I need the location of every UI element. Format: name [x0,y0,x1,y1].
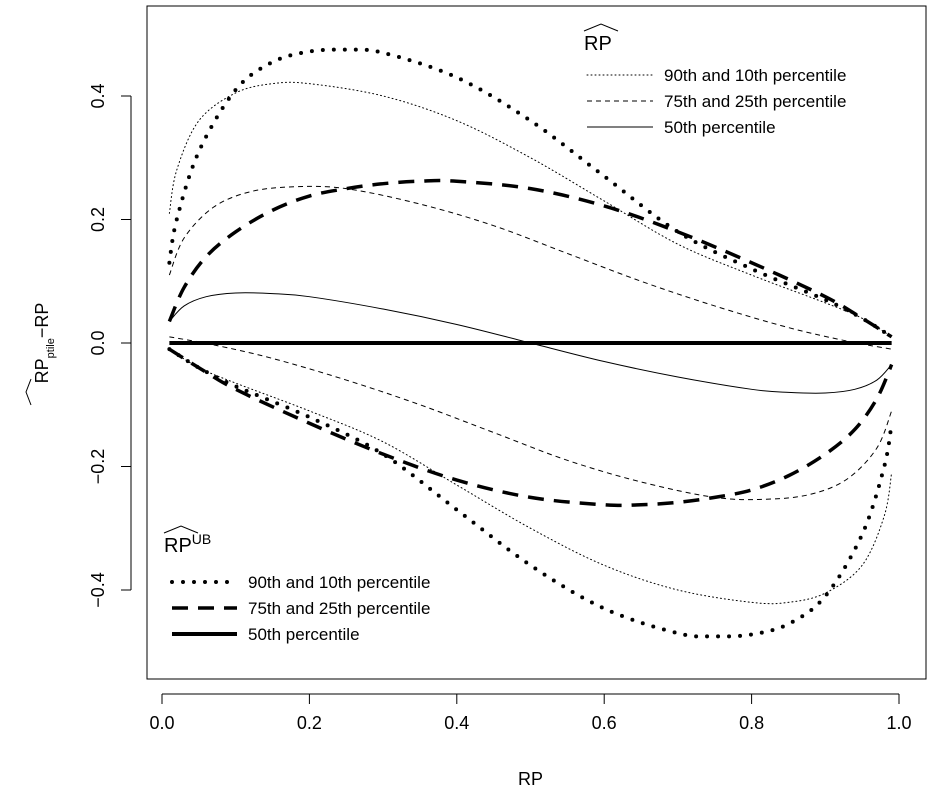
y-axis-label: RPptile−RP [25,303,57,406]
y-tick-label: 0.0 [88,330,108,355]
legend-top-right: RP 90th and 10th percentile 75th and 25th … [583,23,846,137]
legend-layer: RP 90th and 10th percentile 75th and 25th … [163,23,846,644]
y-axis-label-hat [25,378,32,406]
x-axis-label: RP [518,769,543,789]
legend-title: RPUB [164,531,211,557]
x-tick-label: 1.0 [886,713,911,733]
y-tick-label: 0.4 [88,83,108,108]
legend-entry-label: 50th percentile [664,118,776,137]
plot-frame [146,5,927,680]
legend-bottom-left: RPUB 90th and 10th percentile 75th and 25t… [163,525,430,644]
legend-title: RP [584,33,612,55]
y-tick-label: −0.4 [88,572,108,608]
series-line-thick-dotted-6 [167,347,894,639]
legend-entry-label: 50th percentile [248,625,360,644]
x-tick-label: 0.8 [739,713,764,733]
series-line-thin-dashed-3 [169,336,893,501]
legend-title-hat [583,23,619,32]
y-tick-label: 0.2 [88,207,108,232]
series-layer [167,47,894,639]
series-line-thin-dotted-0 [168,81,893,338]
axes-layer: 0.0 0.2 0.4 0.6 0.8 1.0 RP −0.4 −0.2 0.0 0.2 0.4 RPp… [25,83,912,789]
y-axis-label-text: RPptile−RP [32,303,57,384]
x-tick-label: 0.6 [592,713,617,733]
x-tick-label: 0.0 [149,713,174,733]
legend-entry-label: 75th and 25th percentile [248,599,430,618]
y-tick-label: −0.2 [88,449,108,485]
series-line-thin-dotted-1 [168,348,893,605]
series-line-thin-dashed-2 [168,185,892,350]
x-tick-label: 0.4 [444,713,469,733]
series-line-thick-dashed-8 [168,347,894,508]
legend-entry-label: 75th and 25th percentile [664,92,846,111]
x-tick-label: 0.2 [297,713,322,733]
legend-entry-label: 90th and 10th percentile [248,573,430,592]
legend-title-hat [163,525,199,534]
legend-entry-label: 90th and 10th percentile [664,66,846,85]
series-line-thick-dashed-7 [167,178,893,339]
